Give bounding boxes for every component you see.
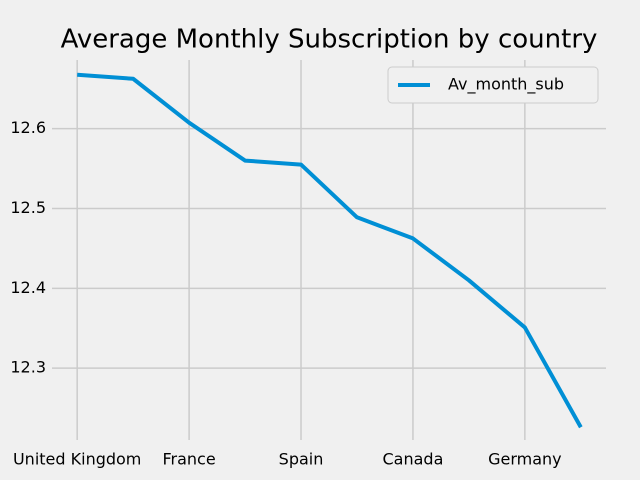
y-tick-label: 12.6 [10, 118, 46, 137]
x-tick-label: France [162, 450, 215, 469]
x-tick-label: Germany [488, 450, 562, 469]
legend-label: Av_month_sub [448, 75, 564, 95]
y-tick-label: 12.5 [10, 198, 46, 217]
x-tick-label: Spain [279, 450, 324, 469]
line-series [77, 72, 583, 429]
x-tick-label: Canada [382, 450, 443, 469]
y-tick-label: 12.3 [10, 358, 46, 377]
x-tick-label: United Kingdom [13, 450, 141, 469]
x-axis-label: Country [293, 477, 365, 480]
legend-box [387, 66, 599, 104]
chart-title: Average Monthly Subscription by country [61, 25, 598, 55]
y-tick-label: 12.4 [10, 278, 46, 297]
